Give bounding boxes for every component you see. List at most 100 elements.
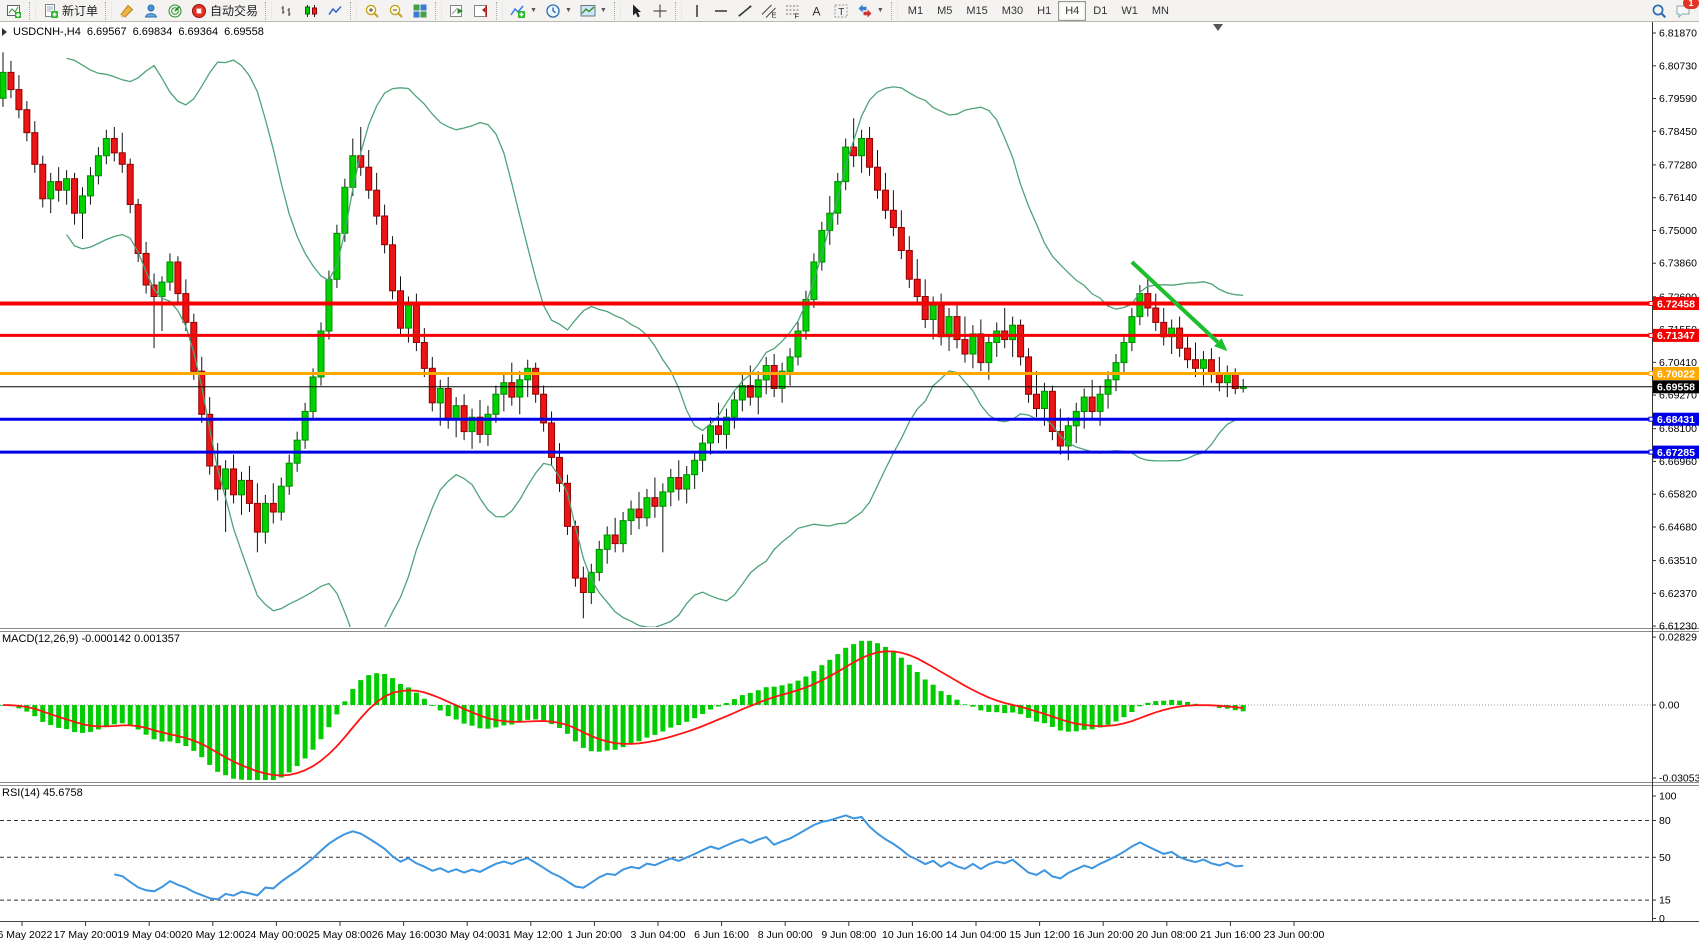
dropdown-arrow-icon: ▼	[599, 7, 607, 14]
search-button[interactable]	[1647, 1, 1671, 21]
candlesticks	[0, 52, 1247, 619]
toolbar-separator	[496, 1, 504, 20]
bar-chart-button[interactable]	[275, 1, 299, 21]
svg-text:6.66960: 6.66960	[1659, 456, 1697, 468]
svg-text:1 Jun 20:00: 1 Jun 20:00	[567, 929, 622, 941]
search-icon	[1652, 4, 1667, 18]
svg-text:6.70022: 6.70022	[1657, 368, 1695, 380]
svg-text:0: 0	[1659, 913, 1665, 925]
timeframe-m30-button[interactable]: M30	[995, 1, 1030, 21]
svg-text:6.80730: 6.80730	[1659, 60, 1697, 72]
chart-canvas[interactable]: 6.81870 6.80730 6.79590 6.78450 6.77280 6.761…	[0, 22, 1699, 943]
timeframe-h4-button[interactable]: H4	[1058, 0, 1087, 21]
new-chart-button[interactable]	[2, 1, 26, 21]
svg-text:6.75000: 6.75000	[1659, 225, 1697, 237]
chart-shift-marker-icon	[1213, 24, 1223, 31]
hline-icon	[714, 9, 727, 12]
svg-text:15 Jun 12:00: 15 Jun 12:00	[1009, 929, 1070, 941]
macd-main-value: -0.000142	[81, 633, 132, 645]
marker-pen-button[interactable]	[115, 1, 139, 21]
svg-text:F: F	[794, 11, 799, 19]
svg-text:50: 50	[1659, 852, 1671, 864]
indicators-button[interactable]: ▼	[506, 1, 541, 21]
chartshift-icon	[474, 4, 488, 17]
svg-text:31 May 12:00: 31 May 12:00	[499, 929, 563, 941]
toolbar-separator	[613, 1, 621, 20]
svg-text:6.62370: 6.62370	[1659, 588, 1697, 600]
chart-shift-button[interactable]	[469, 1, 493, 21]
zoom-in-button[interactable]	[360, 1, 384, 21]
toolbar-separator	[890, 1, 898, 20]
toolbar-separator	[29, 1, 36, 20]
periods-button[interactable]: ▼	[541, 1, 576, 21]
line-chart-button[interactable]	[323, 1, 347, 21]
arrows-button[interactable]: ▼	[853, 1, 888, 21]
svg-text:19 May 04:00: 19 May 04:00	[117, 929, 181, 941]
rsi-indicator-label: RSI(14) 45.6758	[2, 787, 83, 799]
cursor-button[interactable]	[624, 1, 648, 21]
horizontal-line-button[interactable]	[709, 1, 733, 21]
svg-text:30 May 04:00: 30 May 04:00	[435, 929, 499, 941]
svg-text:6.61230: 6.61230	[1659, 621, 1697, 633]
auto-trading-button[interactable]: 自动交易	[187, 1, 262, 21]
price-axis[interactable]: 6.81870 6.80730 6.79590 6.78450 6.77280 6.761…	[1648, 22, 1699, 925]
templates-button[interactable]: ▼	[576, 1, 611, 21]
svg-text:25 May 08:00: 25 May 08:00	[308, 929, 372, 941]
svg-text:6.77280: 6.77280	[1659, 159, 1697, 171]
shapes-icon	[858, 4, 872, 17]
template-icon	[580, 4, 596, 16]
channel-icon: E	[761, 4, 776, 19]
chart-low-value: 6.69364	[178, 26, 219, 38]
timeframe-d1-button[interactable]: D1	[1086, 1, 1114, 21]
vertical-line-button[interactable]	[685, 1, 709, 21]
tile-windows-button[interactable]	[408, 1, 432, 21]
svg-text:6.69558: 6.69558	[1657, 382, 1695, 394]
toolbar-separator	[105, 1, 113, 20]
candlestick-chart-button[interactable]	[299, 1, 323, 21]
trendline-button[interactable]	[733, 1, 757, 21]
auto-scroll-button[interactable]	[445, 1, 469, 21]
text-label-button[interactable]: T	[829, 1, 853, 21]
svg-text:6.63510: 6.63510	[1659, 555, 1697, 567]
svg-text:A: A	[812, 4, 820, 18]
svg-text:6.72458: 6.72458	[1657, 298, 1695, 310]
profile-icon	[144, 4, 158, 17]
svg-text:6.71347: 6.71347	[1657, 330, 1695, 342]
svg-text:17 May 20:00: 17 May 20:00	[54, 929, 118, 941]
text-button[interactable]: A	[805, 1, 829, 21]
fibonacci-button[interactable]: F	[781, 1, 805, 21]
svg-text:20 Jun 08:00: 20 Jun 08:00	[1136, 929, 1197, 941]
timeframe-m1-button[interactable]: M1	[901, 1, 930, 21]
timeframe-mn-button[interactable]: MN	[1145, 1, 1176, 21]
svg-text:T: T	[838, 7, 844, 18]
market-radar-button[interactable]	[163, 1, 187, 21]
svg-text:6.76140: 6.76140	[1659, 192, 1697, 204]
highlight-icon	[120, 4, 134, 18]
svg-text:3 Jun 04:00: 3 Jun 04:00	[631, 929, 686, 941]
svg-text:6 Jun 16:00: 6 Jun 16:00	[694, 929, 749, 941]
dropdown-arrow-icon: ▼	[876, 7, 884, 14]
dropdown-arrow-icon: ▼	[564, 7, 572, 14]
toolbar-separator	[435, 1, 443, 20]
timeframe-h1-button[interactable]: H1	[1030, 1, 1058, 21]
profile-button[interactable]	[139, 1, 163, 21]
crosshair-icon	[653, 4, 667, 17]
equidistant-channel-button[interactable]: E	[757, 1, 781, 21]
timeframe-m5-button[interactable]: M5	[930, 1, 959, 21]
toolbar-separator	[674, 1, 682, 20]
svg-text:0.02829: 0.02829	[1659, 632, 1697, 644]
one-click-trading-arrow-icon[interactable]	[2, 28, 7, 36]
timeframe-w1-button[interactable]: W1	[1114, 1, 1145, 21]
new-order-button[interactable]: 新订单	[39, 1, 102, 21]
svg-text:80: 80	[1659, 815, 1671, 827]
crosshair-button[interactable]	[648, 1, 672, 21]
dropdown-arrow-icon: ▼	[530, 7, 537, 14]
svg-text:6.67285: 6.67285	[1657, 447, 1695, 459]
svg-text:16 Jun 20:00: 16 Jun 20:00	[1073, 929, 1134, 941]
timeframe-m15-button[interactable]: M15	[959, 1, 994, 21]
zoomout-icon	[389, 4, 403, 18]
autoscroll-icon	[450, 4, 464, 17]
indicators-icon	[510, 5, 526, 18]
zoom-out-button[interactable]	[384, 1, 408, 21]
